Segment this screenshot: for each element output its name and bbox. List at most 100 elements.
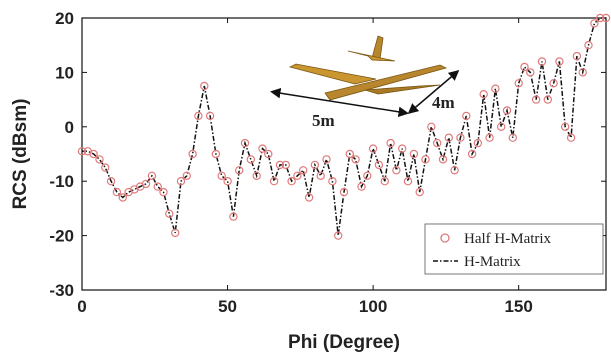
data-point-half-h-matrix xyxy=(89,149,98,159)
data-point-half-h-matrix xyxy=(497,122,506,132)
data-point-half-h-matrix xyxy=(368,144,378,153)
data-point-half-h-matrix xyxy=(450,166,459,175)
data-point-half-h-matrix xyxy=(456,133,465,142)
data-point-half-h-matrix xyxy=(95,155,104,164)
data-point-half-h-matrix xyxy=(334,231,343,240)
length-dimension-arrow xyxy=(270,87,409,118)
data-point-half-h-matrix xyxy=(467,149,477,159)
x-axis-ticks: 0 50 100 150 xyxy=(77,18,533,316)
data-point-half-h-matrix xyxy=(281,160,290,170)
data-point-half-h-matrix xyxy=(147,171,157,180)
data-point-half-h-matrix xyxy=(293,171,302,180)
data-point-half-h-matrix xyxy=(537,57,547,66)
data-point-half-h-matrix xyxy=(170,228,180,238)
plot-area-frame xyxy=(81,17,607,291)
airplane-illustration xyxy=(288,35,448,101)
data-point-half-h-matrix xyxy=(363,171,372,180)
data-point-half-h-matrix xyxy=(264,149,273,159)
data-point-half-h-matrix xyxy=(229,212,238,221)
data-point-half-h-matrix xyxy=(299,166,308,175)
data-point-half-h-matrix xyxy=(159,187,168,197)
legend: Half H-Matrix H-Matrix xyxy=(424,223,604,275)
data-point-half-h-matrix xyxy=(310,160,320,170)
data-point-half-h-matrix xyxy=(590,19,599,28)
airplane-tail-fin xyxy=(371,35,384,60)
y-axis-ticks: -30 -20 -10 0 10 20 xyxy=(49,9,606,300)
x-axis-title: Phi (Degree) xyxy=(288,332,400,353)
data-point-half-h-matrix xyxy=(205,111,215,121)
y-tick-label: -10 xyxy=(49,172,74,191)
airplane-left-wing xyxy=(288,63,377,85)
data-point-half-h-matrix xyxy=(572,51,582,61)
data-point-half-h-matrix xyxy=(526,68,535,77)
data-point-half-h-matrix xyxy=(596,13,605,23)
data-point-half-h-matrix xyxy=(561,122,570,132)
data-point-half-h-matrix xyxy=(403,176,413,186)
data-point-half-h-matrix xyxy=(287,176,296,186)
data-point-half-h-matrix xyxy=(252,171,261,180)
width-dimension-arrow xyxy=(407,70,460,114)
data-point-half-h-matrix xyxy=(165,209,174,218)
data-point-half-h-matrix xyxy=(339,187,349,197)
data-point-half-h-matrix xyxy=(112,187,122,197)
data-point-half-h-matrix xyxy=(200,81,209,91)
data-point-half-h-matrix xyxy=(258,144,267,153)
data-point-half-h-matrix xyxy=(234,166,244,175)
data-point-half-h-matrix xyxy=(304,193,314,202)
data-point-half-h-matrix xyxy=(316,171,325,180)
x-tick-label: 0 xyxy=(77,297,86,316)
data-point-half-h-matrix xyxy=(211,149,221,159)
legend-half-h-matrix-label: Half H-Matrix xyxy=(464,231,552,247)
data-point-half-h-matrix xyxy=(345,149,354,159)
data-point-half-h-matrix xyxy=(433,138,442,148)
y-axis-title: RCS (dBsm) xyxy=(10,99,31,210)
length-dimension-label: 5m xyxy=(312,111,335,130)
x-tick-label: 100 xyxy=(359,297,387,316)
series-line-h-matrix xyxy=(82,17,606,236)
data-point-half-h-matrix xyxy=(328,176,337,186)
data-point-half-h-matrix xyxy=(415,187,424,197)
data-point-half-h-matrix xyxy=(217,171,226,180)
data-point-half-h-matrix xyxy=(438,155,448,164)
data-point-half-h-matrix xyxy=(543,95,553,104)
data-point-half-h-matrix xyxy=(182,171,191,180)
data-point-half-h-matrix xyxy=(502,106,512,115)
data-point-half-h-matrix xyxy=(566,133,576,142)
data-point-half-h-matrix xyxy=(240,138,250,148)
data-point-half-h-matrix xyxy=(322,155,331,164)
data-point-half-h-matrix xyxy=(444,133,453,142)
data-point-half-h-matrix xyxy=(555,57,564,66)
data-point-half-h-matrix xyxy=(269,176,279,186)
data-point-half-h-matrix xyxy=(188,149,197,159)
data-point-half-h-matrix xyxy=(118,193,128,202)
data-point-half-h-matrix xyxy=(421,155,430,164)
y-tick-label: 10 xyxy=(55,63,74,82)
data-point-half-h-matrix xyxy=(374,160,384,170)
data-point-half-h-matrix xyxy=(514,79,523,88)
data-point-half-h-matrix xyxy=(141,179,151,189)
data-point-half-h-matrix xyxy=(520,62,529,72)
data-point-half-h-matrix xyxy=(380,176,389,186)
data-point-half-h-matrix xyxy=(275,160,285,170)
width-dimension-label: 4m xyxy=(432,93,455,112)
legend-box xyxy=(424,223,604,275)
data-point-half-h-matrix xyxy=(462,111,471,121)
y-tick-label: -30 xyxy=(49,281,74,300)
series-layer xyxy=(77,13,611,240)
data-point-half-h-matrix xyxy=(106,176,116,186)
data-point-half-h-matrix xyxy=(531,95,541,104)
y-tick-label: -20 xyxy=(49,227,74,246)
x-tick-label: 150 xyxy=(504,297,532,316)
data-point-half-h-matrix xyxy=(176,176,186,186)
data-point-half-h-matrix xyxy=(357,182,366,191)
data-point-half-h-matrix xyxy=(584,41,593,50)
data-point-half-h-matrix xyxy=(491,84,500,93)
airplane-fuselage xyxy=(324,64,448,101)
y-tick-label: 0 xyxy=(65,118,74,137)
data-point-half-h-matrix xyxy=(223,176,232,186)
data-point-half-h-matrix xyxy=(386,138,395,148)
x-tick-label: 50 xyxy=(218,297,237,316)
data-point-half-h-matrix xyxy=(485,133,494,142)
data-point-half-h-matrix xyxy=(351,155,360,164)
